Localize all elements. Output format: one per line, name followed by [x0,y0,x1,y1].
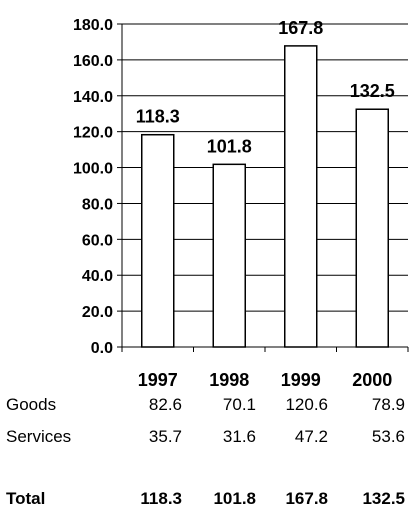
row-label: Total [6,489,46,508]
data-label: 132.5 [350,81,395,101]
data-label: 118.3 [136,107,180,127]
table-cell: 47.2 [294,427,328,446]
y-tick-label: 140.0 [73,89,113,106]
table-cell: 132.5 [362,489,405,508]
y-tick-label: 40.0 [82,268,113,285]
y-tick-label: 180.0 [73,17,113,34]
table-cell: 118.3 [140,489,182,508]
table-row-total: Total 118.3 101.8 167.8 132.5 [0,489,413,513]
x-tick-label: 2000 [352,370,392,390]
y-tick-label: 100.0 [73,161,113,178]
y-tick-label: 120.0 [73,125,113,142]
table-cell: 82.6 [148,395,182,414]
y-tick-label: 80.0 [82,196,113,213]
y-tick-label: 20.0 [82,304,113,321]
y-tick-label: 60.0 [82,232,113,249]
data-label: 101.8 [207,136,252,156]
table-cell: 120.6 [285,395,328,414]
table-row-goods: Goods 82.6 70.1 120.6 78.9 [0,395,413,419]
x-tick-label: 1997 [138,370,178,390]
table-cell: 70.1 [222,395,256,414]
data-label: 167.8 [278,18,323,38]
table-row-services: Services 35.7 31.6 47.2 53.6 [0,427,413,451]
y-tick-label: 0.0 [91,340,113,357]
bar-chart: 0.0 20.0 40.0 60.0 80.0 100.0 120.0 140.0 160.0 1… [73,17,409,390]
bar-2000 [355,108,389,348]
table-cell: 101.8 [213,489,256,508]
bar-1998 [212,163,246,348]
y-tick-label: 160.0 [73,53,113,70]
bar-1997 [141,133,175,348]
table-cell: 78.9 [371,395,405,414]
table-cell: 167.8 [285,489,328,508]
bar-1999 [284,45,318,348]
table-cell: 35.7 [148,427,182,446]
x-tick-label: 1998 [209,370,249,390]
row-label: Services [6,427,72,446]
table-cell: 31.6 [222,427,256,446]
table-cell: 53.6 [371,427,405,446]
row-label: Goods [6,395,57,414]
x-tick-label: 1999 [281,370,321,390]
data-table: Goods 82.6 70.1 120.6 78.9 Services 35.7… [0,392,413,516]
